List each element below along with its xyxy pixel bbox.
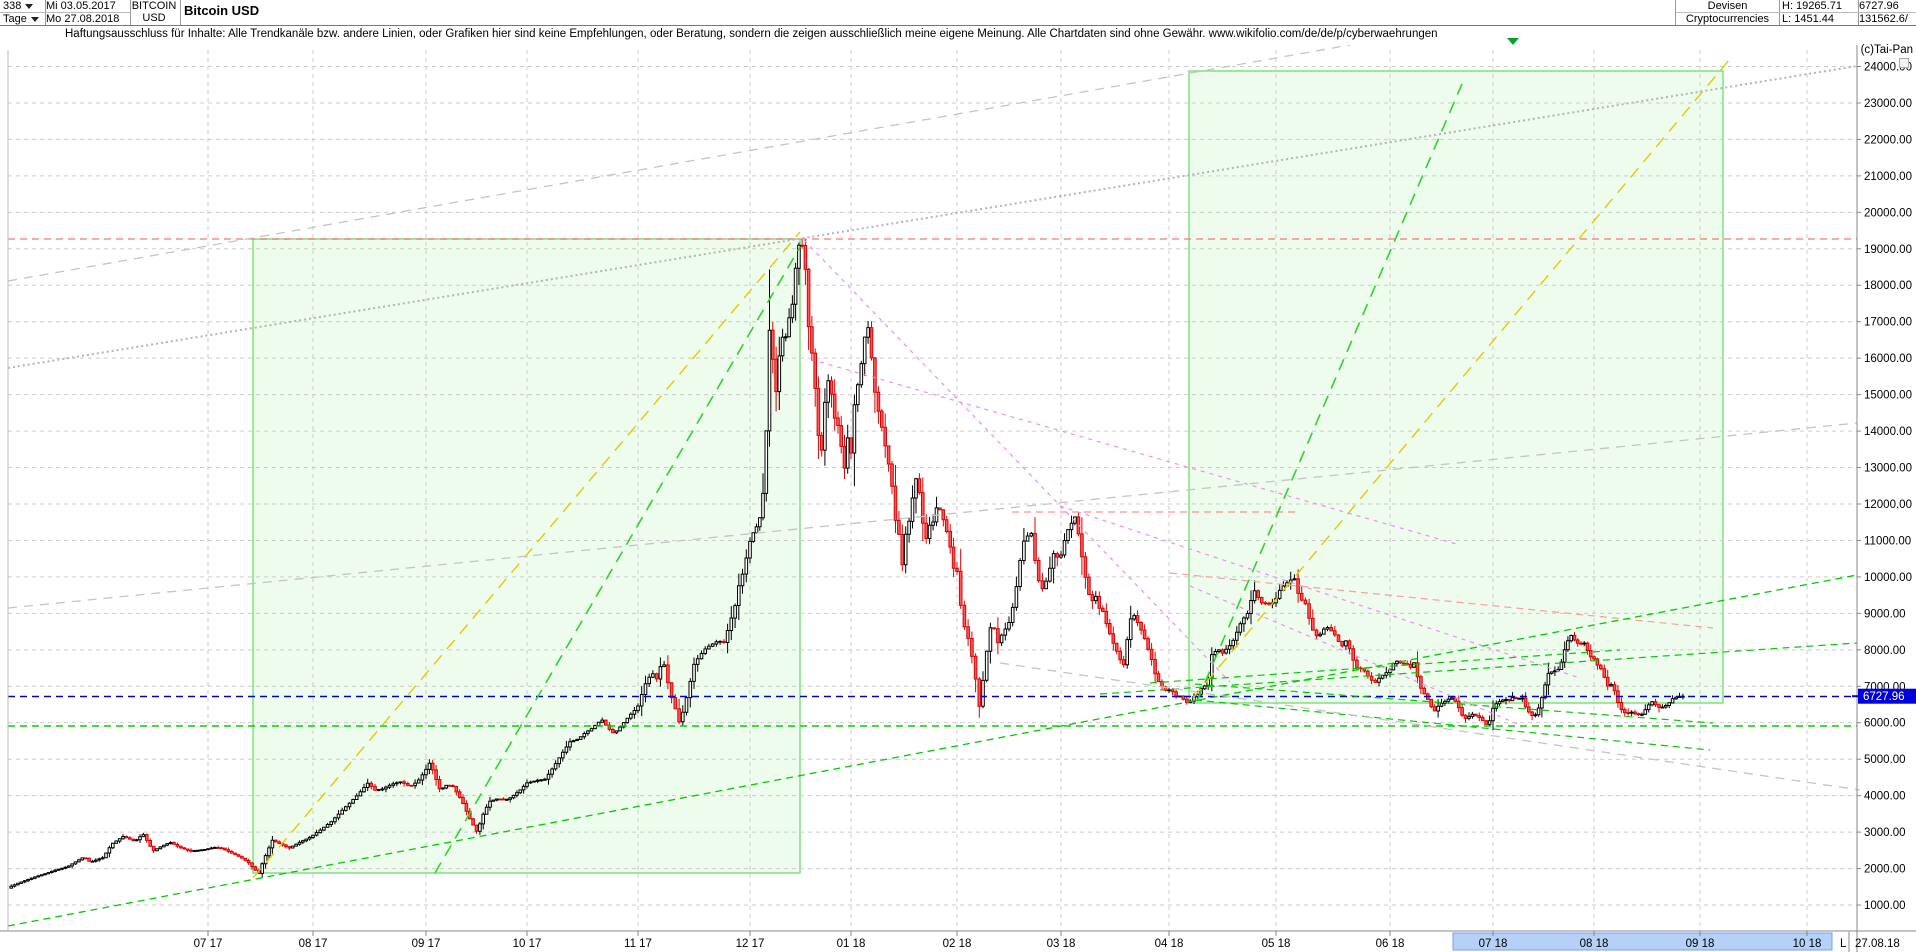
- gray-dashed-low[interactable]: [999, 662, 1861, 791]
- svg-text:4000.00: 4000.00: [1864, 791, 1906, 803]
- bars-count-dropdown[interactable]: 338: [0, 0, 46, 13]
- chart-title: Bitcoin USD: [184, 3, 260, 18]
- svg-text:2000.00: 2000.00: [1864, 864, 1906, 876]
- projection-box-2018[interactable]: [1188, 70, 1724, 704]
- last-bar-marker: L: [1840, 938, 1847, 950]
- svg-text:17000.00: 17000.00: [1864, 317, 1912, 329]
- green-mid-support-1[interactable]: [1099, 642, 1858, 695]
- svg-text:12000.00: 12000.00: [1864, 499, 1912, 511]
- svg-text:05 18: 05 18: [1262, 938, 1291, 950]
- market-category[interactable]: Devisen: [1675, 0, 1780, 13]
- svg-text:11000.00: 11000.00: [1864, 535, 1911, 547]
- stat-high: H: 19265.71: [1779, 0, 1859, 13]
- up-candle-bodies: [9, 244, 1685, 889]
- green-mid-support-2[interactable]: [1149, 649, 1621, 684]
- gray-dashed-mid[interactable]: [7, 422, 1858, 609]
- date-selection-highlight[interactable]: [1452, 932, 1833, 951]
- copyright-label: (c)Tai-Pan: [1860, 44, 1913, 56]
- pink-fan-4[interactable]: [1189, 585, 1521, 726]
- svg-text:10 17: 10 17: [513, 938, 542, 950]
- svg-text:5000.00: 5000.00: [1864, 754, 1906, 766]
- pink-fan-3[interactable]: [1059, 505, 1581, 679]
- symbol-cell[interactable]: BITCOIN USD: [128, 0, 181, 25]
- svg-text:15000.00: 15000.00: [1864, 390, 1912, 402]
- gridlines: [8, 50, 1857, 931]
- svg-text:01 18: 01 18: [837, 938, 866, 950]
- svg-text:02 18: 02 18: [943, 938, 972, 950]
- chevron-down-icon: [25, 3, 34, 9]
- pink-fan-1[interactable]: [819, 361, 1461, 546]
- price-axis-labels: 24000.0023000.0022000.0021000.0020000.00…: [1857, 62, 1912, 912]
- chart-canvas[interactable]: 24000.0023000.0022000.0021000.0020000.00…: [0, 45, 1916, 952]
- svg-text:09 18: 09 18: [1686, 938, 1715, 950]
- yellow-trend-2017[interactable]: [252, 231, 801, 879]
- pink-fan-2[interactable]: [803, 239, 1231, 683]
- svg-text:6000.00: 6000.00: [1864, 718, 1906, 730]
- svg-text:8000.00: 8000.00: [1864, 645, 1906, 657]
- svg-text:08 18: 08 18: [1580, 938, 1609, 950]
- svg-text:20000.00: 20000.00: [1864, 207, 1912, 219]
- chart-header: 338 Tage Mi 03.05.2017 Mo 27.08.2018 BIT…: [0, 0, 1916, 26]
- svg-text:11 17: 11 17: [624, 938, 652, 950]
- stat-last: 6727.96: [1856, 0, 1916, 13]
- svg-text:1000.00: 1000.00: [1864, 900, 1906, 912]
- svg-text:19000.00: 19000.00: [1864, 244, 1912, 256]
- chevron-down-icon: [30, 16, 39, 22]
- svg-text:03 18: 03 18: [1047, 938, 1076, 950]
- date-from: Mi 03.05.2017: [43, 0, 131, 13]
- axes: [0, 45, 1916, 952]
- stat-volume: 131562.6/: [1859, 13, 1908, 25]
- gray-dotted-trend[interactable]: [7, 65, 1858, 369]
- period-dropdown[interactable]: Tage: [0, 13, 46, 25]
- svg-text:04 18: 04 18: [1155, 938, 1184, 950]
- green-steep-2017[interactable]: [434, 246, 801, 874]
- stat-low: L: 1451.44: [1779, 13, 1859, 25]
- svg-text:22000.00: 22000.00: [1864, 134, 1912, 146]
- green-decline-2[interactable]: [1194, 699, 1711, 751]
- market-subcategory[interactable]: Cryptocurrencies: [1675, 13, 1780, 25]
- svg-text:23000.00: 23000.00: [1864, 98, 1912, 110]
- svg-text:07 17: 07 17: [194, 938, 223, 950]
- green-steep-2018[interactable]: [1196, 83, 1463, 702]
- axis-collapse-icon[interactable]: [1899, 58, 1909, 68]
- current-price-tag: [1858, 688, 1916, 704]
- green-decline-1[interactable]: [1194, 683, 1714, 724]
- svg-text:10 18: 10 18: [1793, 938, 1822, 950]
- svg-text:21000.00: 21000.00: [1864, 171, 1912, 183]
- current-price-value: 6727.96: [1863, 691, 1905, 703]
- marker-triangle-icon: [1507, 38, 1519, 45]
- svg-text:08 17: 08 17: [299, 938, 328, 950]
- svg-text:14000.00: 14000.00: [1864, 426, 1912, 438]
- date-to: Mo 27.08.2018: [43, 13, 131, 25]
- last-date-label: 27.08.18: [1855, 938, 1900, 950]
- svg-text:9000.00: 9000.00: [1864, 608, 1906, 620]
- disclaimer-text: Haftungsausschluss für Inhalte: Alle Tre…: [65, 28, 1438, 40]
- salmon-resistance[interactable]: [1169, 572, 1714, 629]
- svg-text:07 18: 07 18: [1479, 938, 1508, 950]
- green-long-support[interactable]: [7, 574, 1858, 927]
- svg-text:13000.00: 13000.00: [1864, 463, 1912, 475]
- svg-text:16000.00: 16000.00: [1864, 353, 1912, 365]
- svg-text:06 18: 06 18: [1376, 938, 1405, 950]
- svg-text:3000.00: 3000.00: [1864, 827, 1906, 839]
- svg-text:10000.00: 10000.00: [1864, 572, 1912, 584]
- svg-text:12 17: 12 17: [736, 938, 765, 950]
- gray-dashed-top[interactable]: [7, 45, 1351, 282]
- svg-text:18000.00: 18000.00: [1864, 280, 1912, 292]
- date-axis-labels: 07 17 08 17 09 17 10 17 11 17 12 17 01 18 02 18…: [194, 931, 1822, 950]
- svg-text:09 17: 09 17: [412, 938, 441, 950]
